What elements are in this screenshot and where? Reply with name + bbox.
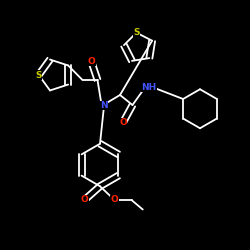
Text: NH: NH [141, 83, 156, 92]
Text: N: N [100, 101, 108, 110]
Text: O: O [110, 196, 118, 204]
Text: O: O [88, 57, 95, 66]
Text: S: S [133, 28, 140, 37]
Text: O: O [119, 118, 127, 127]
Text: S: S [36, 70, 42, 80]
Text: O: O [80, 196, 88, 204]
